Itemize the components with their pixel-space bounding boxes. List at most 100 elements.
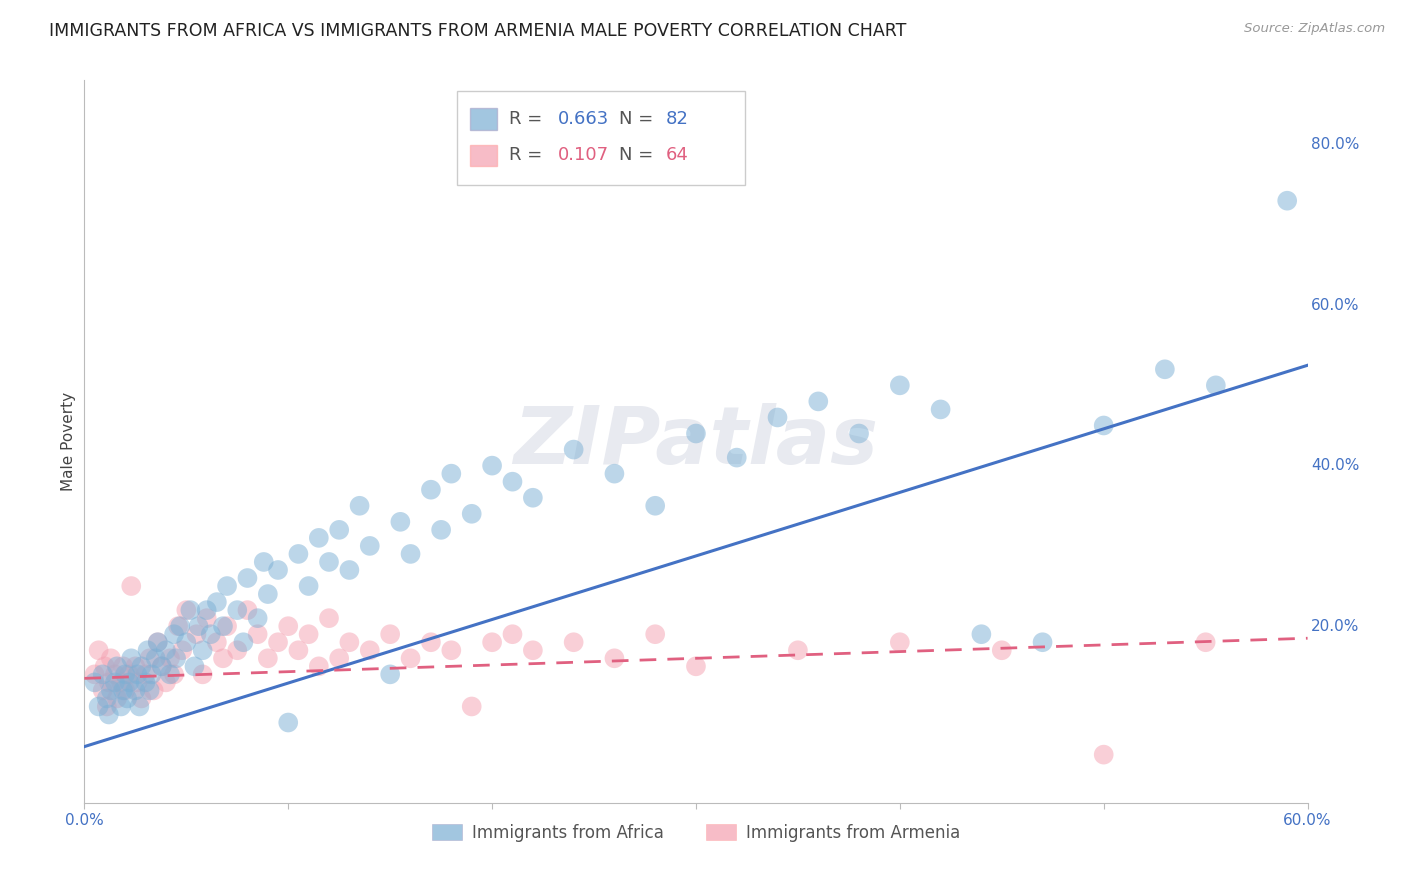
Point [136,643,159,657]
Point [127,667,149,681]
Point [100,683,122,698]
Point [359,643,381,657]
Point [150,659,173,673]
Point [217,619,239,633]
Point [1205,378,1227,392]
Point [155,643,177,657]
Point [1032,635,1054,649]
Point [115,691,138,706]
Point [644,627,666,641]
Point [522,491,544,505]
Point [112,683,135,698]
Text: 0.107: 0.107 [558,145,609,164]
Point [318,611,340,625]
Point [205,635,228,649]
Point [141,667,163,681]
Text: 82: 82 [665,110,689,128]
Point [1154,362,1177,376]
Point [991,643,1014,657]
Point [502,627,524,641]
Point [603,467,626,481]
Text: Source: ZipAtlas.com: Source: ZipAtlas.com [1244,22,1385,36]
Point [146,635,169,649]
Text: 20.0%: 20.0% [1312,619,1360,633]
Point [970,627,993,641]
Point [562,442,585,457]
Point [226,603,249,617]
Point [195,611,218,625]
Point [183,659,205,673]
Text: 64: 64 [665,145,689,164]
Point [766,410,789,425]
Point [124,683,146,698]
Point [127,675,149,690]
Point [163,667,186,681]
FancyBboxPatch shape [470,145,496,166]
Point [430,523,453,537]
Point [267,635,290,649]
Point [120,579,142,593]
Point [87,699,110,714]
Text: R =: R = [509,110,548,128]
Point [380,667,402,681]
Point [328,523,350,537]
Point [83,675,105,690]
Point [349,499,371,513]
Point [787,643,810,657]
Point [253,555,276,569]
Point [138,683,160,698]
Point [1092,747,1115,762]
Point [287,547,309,561]
Point [105,659,128,673]
Point [328,651,350,665]
Point [807,394,830,409]
Point [246,611,269,625]
Point [87,643,110,657]
Point [120,651,142,665]
FancyBboxPatch shape [457,91,745,185]
Point [359,539,381,553]
Point [145,651,167,665]
Point [212,619,235,633]
Point [174,603,197,617]
Point [191,643,214,657]
Point [889,635,911,649]
Point [287,643,309,657]
Point [110,675,132,690]
Point [725,450,748,465]
Point [226,643,249,657]
Point [187,619,209,633]
Point [257,587,280,601]
Point [174,635,197,649]
Point [277,619,299,633]
Point [96,691,118,706]
Point [191,667,214,681]
Point [118,675,141,690]
Point [186,627,208,641]
Point [135,675,157,690]
Point [179,603,201,617]
Point [644,499,666,513]
Point [889,378,911,392]
Text: 80.0%: 80.0% [1312,137,1360,152]
Point [217,579,239,593]
Point [339,563,361,577]
Point [172,643,194,657]
Point [97,675,120,690]
Point [481,458,503,473]
Point [128,699,150,714]
Point [104,675,127,690]
Point [124,659,146,673]
Text: 0.663: 0.663 [558,110,609,128]
Point [236,603,259,617]
Point [165,651,187,665]
Point [83,667,105,681]
Point [399,651,422,665]
Point [114,667,136,681]
Point [461,699,484,714]
Text: R =: R = [509,145,548,164]
Point [200,627,222,641]
Point [142,683,165,698]
Point [277,715,299,730]
Point [481,635,503,649]
